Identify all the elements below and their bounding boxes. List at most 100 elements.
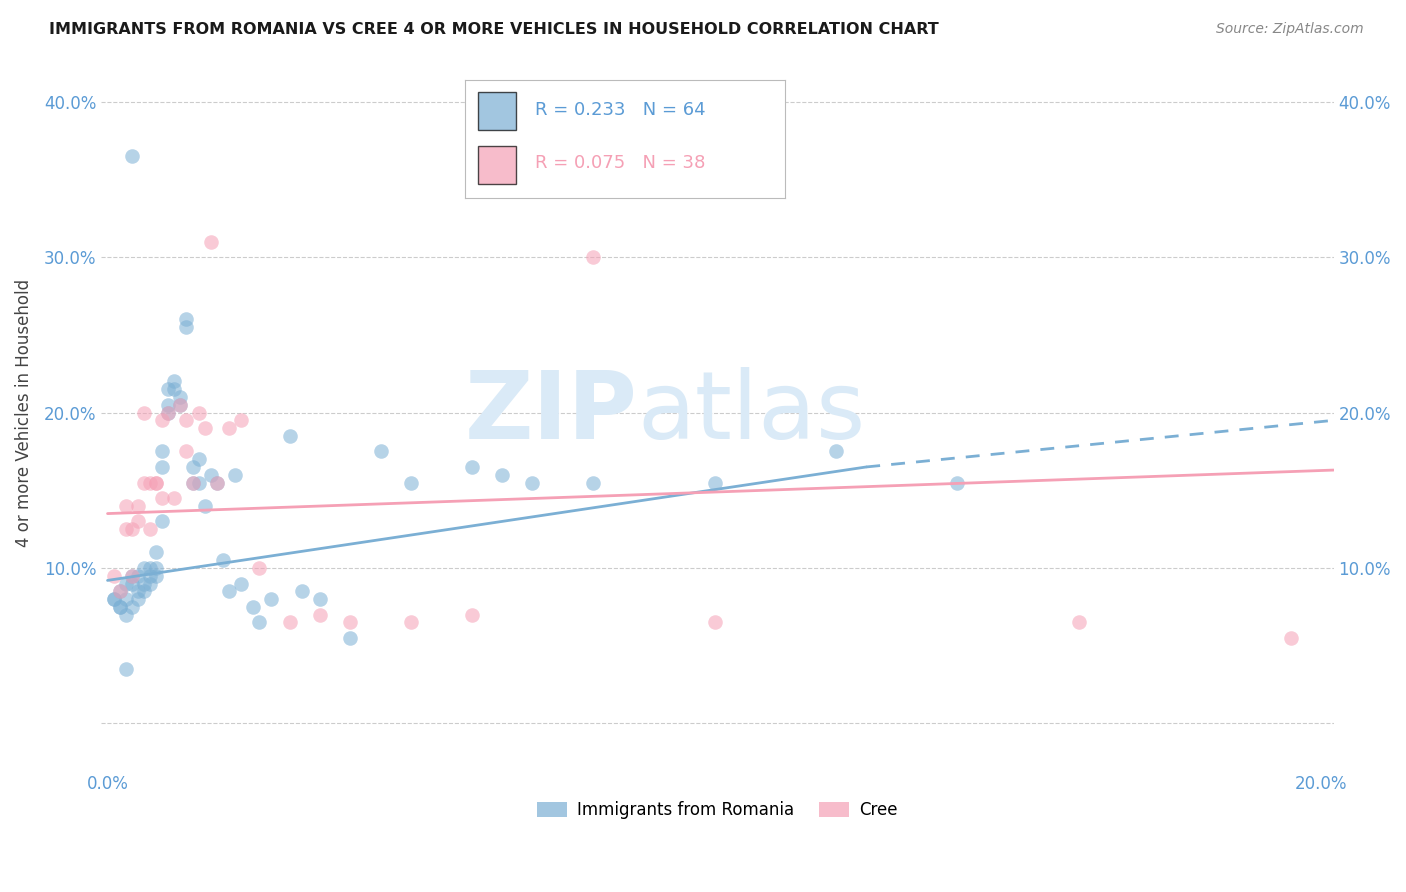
Point	[309, 592, 332, 607]
Point	[103, 568, 125, 582]
Point	[132, 406, 155, 420]
Legend: Immigrants from Romania, Cree: Immigrants from Romania, Cree	[530, 795, 904, 826]
Point	[399, 475, 422, 490]
Point	[132, 561, 155, 575]
Point	[163, 382, 186, 396]
Point	[218, 421, 240, 435]
Point	[229, 413, 252, 427]
Point	[157, 406, 180, 420]
Point	[103, 592, 125, 607]
Point	[150, 413, 173, 427]
Point	[187, 475, 209, 490]
Point	[339, 615, 361, 630]
Point	[103, 592, 125, 607]
Point	[163, 375, 186, 389]
Point	[108, 584, 131, 599]
Text: ZIP: ZIP	[464, 367, 637, 458]
Point	[491, 467, 513, 482]
Point	[200, 235, 222, 249]
Point	[278, 429, 301, 443]
Point	[522, 475, 544, 490]
Point	[163, 491, 186, 505]
Point	[212, 553, 235, 567]
Point	[114, 662, 136, 676]
Point	[187, 406, 209, 420]
Point	[139, 522, 162, 536]
Point	[229, 576, 252, 591]
Point	[150, 444, 173, 458]
Point	[339, 631, 361, 645]
Y-axis label: 4 or more Vehicles in Household: 4 or more Vehicles in Household	[15, 278, 32, 547]
Point	[169, 390, 191, 404]
Point	[169, 398, 191, 412]
Point	[399, 615, 422, 630]
Point	[121, 568, 143, 582]
Point	[825, 444, 848, 458]
Point	[946, 475, 969, 490]
Point	[181, 475, 204, 490]
Point	[108, 584, 131, 599]
Point	[205, 475, 228, 490]
Point	[132, 576, 155, 591]
Point	[247, 615, 270, 630]
Point	[114, 499, 136, 513]
Point	[150, 514, 173, 528]
Point	[108, 599, 131, 614]
Point	[108, 599, 131, 614]
Point	[176, 312, 198, 326]
Point	[181, 459, 204, 474]
Point	[278, 615, 301, 630]
Point	[145, 545, 167, 559]
Point	[224, 467, 246, 482]
Point	[114, 576, 136, 591]
Text: atlas: atlas	[637, 367, 866, 458]
Point	[114, 592, 136, 607]
Point	[205, 475, 228, 490]
Point	[703, 615, 725, 630]
Point	[187, 452, 209, 467]
Point	[461, 459, 484, 474]
Point	[121, 522, 143, 536]
Point	[582, 475, 605, 490]
Point	[127, 568, 149, 582]
Point	[1279, 631, 1302, 645]
Point	[127, 592, 149, 607]
Point	[218, 584, 240, 599]
Point	[121, 576, 143, 591]
Point	[127, 584, 149, 599]
Point	[200, 467, 222, 482]
Point	[121, 149, 143, 163]
Point	[703, 475, 725, 490]
Text: Source: ZipAtlas.com: Source: ZipAtlas.com	[1216, 22, 1364, 37]
Point	[176, 444, 198, 458]
Point	[291, 584, 314, 599]
Point	[582, 250, 605, 264]
Point	[127, 514, 149, 528]
Point	[370, 444, 392, 458]
Point	[145, 568, 167, 582]
Point	[260, 592, 283, 607]
Point	[150, 491, 173, 505]
Point	[309, 607, 332, 622]
Point	[169, 398, 191, 412]
Point	[157, 406, 180, 420]
Point	[176, 413, 198, 427]
Point	[139, 568, 162, 582]
Point	[121, 568, 143, 582]
Point	[121, 599, 143, 614]
Point	[194, 421, 217, 435]
Point	[1067, 615, 1090, 630]
Point	[127, 499, 149, 513]
Point	[150, 459, 173, 474]
Point	[247, 561, 270, 575]
Point	[194, 499, 217, 513]
Point	[132, 584, 155, 599]
Point	[145, 475, 167, 490]
Point	[132, 475, 155, 490]
Point	[139, 475, 162, 490]
Text: IMMIGRANTS FROM ROMANIA VS CREE 4 OR MORE VEHICLES IN HOUSEHOLD CORRELATION CHAR: IMMIGRANTS FROM ROMANIA VS CREE 4 OR MOR…	[49, 22, 939, 37]
Point	[145, 561, 167, 575]
Point	[114, 607, 136, 622]
Point	[157, 382, 180, 396]
Point	[157, 398, 180, 412]
